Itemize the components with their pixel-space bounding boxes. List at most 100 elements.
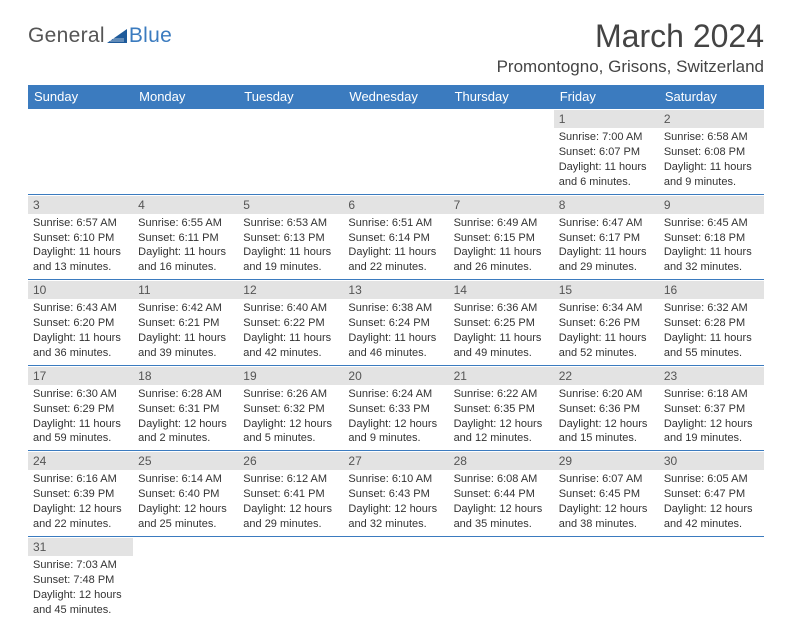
daylight-line: Daylight: 11 hours and 6 minutes. <box>559 160 654 190</box>
daylight-line: Daylight: 11 hours and 22 minutes. <box>348 245 443 275</box>
calendar-cell: 20Sunrise: 6:24 AMSunset: 6:33 PMDayligh… <box>343 365 448 451</box>
day-number: 27 <box>343 452 448 470</box>
calendar-cell: 11Sunrise: 6:42 AMSunset: 6:21 PMDayligh… <box>133 280 238 366</box>
calendar-row: 17 Sunrise: 6:30 AMSunset: 6:29 PM Dayligh… <box>28 365 764 451</box>
day-number: 30 <box>659 452 764 470</box>
sunset-line: Sunset: 6:28 PM <box>664 316 759 331</box>
calendar-row: 3 Sunrise: 6:57 AMSunset: 6:10 PM Daylight… <box>28 194 764 280</box>
sunset-line: Sunset: 6:29 PM <box>33 402 128 417</box>
sunset-line: Sunset: 6:10 PM <box>33 231 128 246</box>
calendar-cell: 22Sunrise: 6:20 AMSunset: 6:36 PMDayligh… <box>554 365 659 451</box>
daylight-line: Daylight: 12 hours and 35 minutes. <box>454 502 549 532</box>
sunrise-line: Sunrise: 6:47 AM <box>559 216 654 231</box>
weekday-header: Thursday <box>449 85 554 109</box>
sunrise-line: Sunrise: 6:16 AM <box>33 472 128 487</box>
day-number: 12 <box>238 281 343 299</box>
calendar-cell: 4Sunrise: 6:55 AMSunset: 6:11 PMDaylight… <box>133 194 238 280</box>
sunset-line: Sunset: 6:13 PM <box>243 231 338 246</box>
sunset-line: Sunset: 6:22 PM <box>243 316 338 331</box>
sunrise-line: Sunrise: 6:26 AM <box>243 387 338 402</box>
calendar-cell <box>28 109 133 194</box>
daylight-line: Daylight: 12 hours and 22 minutes. <box>33 502 128 532</box>
sunset-line: Sunset: 6:25 PM <box>454 316 549 331</box>
day-number: 1 <box>554 110 659 128</box>
day-number: 18 <box>133 367 238 385</box>
day-number: 29 <box>554 452 659 470</box>
day-number: 7 <box>449 196 554 214</box>
calendar-cell: 3Sunrise: 6:57 AMSunset: 6:10 PMDaylight… <box>28 194 133 280</box>
day-number: 25 <box>133 452 238 470</box>
sunset-line: Sunset: 6:41 PM <box>243 487 338 502</box>
sunrise-line: Sunrise: 6:43 AM <box>33 301 128 316</box>
daylight-line: Daylight: 12 hours and 25 minutes. <box>138 502 233 532</box>
sunset-line: Sunset: 7:48 PM <box>33 573 128 588</box>
calendar-cell: 19Sunrise: 6:26 AMSunset: 6:32 PMDayligh… <box>238 365 343 451</box>
weekday-header: Tuesday <box>238 85 343 109</box>
title-block: March 2024 Promontogno, Grisons, Switzer… <box>497 18 764 77</box>
day-number: 31 <box>28 538 133 556</box>
calendar-cell: 8Sunrise: 6:47 AMSunset: 6:17 PMDaylight… <box>554 194 659 280</box>
page-header: General Blue March 2024 Promontogno, Gri… <box>28 18 764 77</box>
day-number <box>133 110 238 128</box>
daylight-line: Daylight: 11 hours and 19 minutes. <box>243 245 338 275</box>
calendar-row: 1Sunrise: 7:00 AMSunset: 6:07 PMDaylight… <box>28 109 764 194</box>
day-number <box>554 538 659 556</box>
daylight-line: Daylight: 12 hours and 19 minutes. <box>664 417 759 447</box>
brand-logo: General Blue <box>28 24 172 48</box>
calendar-cell: 29Sunrise: 6:07 AMSunset: 6:45 PMDayligh… <box>554 451 659 537</box>
sunrise-line: Sunrise: 6:58 AM <box>664 130 759 145</box>
location-subtitle: Promontogno, Grisons, Switzerland <box>497 57 764 77</box>
sunset-line: Sunset: 6:18 PM <box>664 231 759 246</box>
sunrise-line: Sunrise: 6:42 AM <box>138 301 233 316</box>
calendar-cell: 10Sunrise: 6:43 AMSunset: 6:20 PMDayligh… <box>28 280 133 366</box>
daylight-line: Daylight: 12 hours and 9 minutes. <box>348 417 443 447</box>
day-number <box>449 538 554 556</box>
sunrise-line: Sunrise: 6:14 AM <box>138 472 233 487</box>
calendar-cell: 26Sunrise: 6:12 AMSunset: 6:41 PMDayligh… <box>238 451 343 537</box>
calendar-row: 24Sunrise: 6:16 AMSunset: 6:39 PMDayligh… <box>28 451 764 537</box>
calendar-cell: 5Sunrise: 6:53 AMSunset: 6:13 PMDaylight… <box>238 194 343 280</box>
sunset-line: Sunset: 6:45 PM <box>559 487 654 502</box>
day-number: 23 <box>659 367 764 385</box>
calendar-cell <box>238 536 343 621</box>
daylight-line: Daylight: 12 hours and 12 minutes. <box>454 417 549 447</box>
sunrise-line: Sunrise: 6:30 AM <box>33 387 128 402</box>
sunset-line: Sunset: 6:07 PM <box>559 145 654 160</box>
daylight-line: Daylight: 12 hours and 15 minutes. <box>559 417 654 447</box>
sunrise-line: Sunrise: 6:38 AM <box>348 301 443 316</box>
daylight-line: Daylight: 11 hours and 55 minutes. <box>664 331 759 361</box>
daylight-line: Daylight: 12 hours and 32 minutes. <box>348 502 443 532</box>
sunrise-line: Sunrise: 6:10 AM <box>348 472 443 487</box>
sunrise-line: Sunrise: 6:40 AM <box>243 301 338 316</box>
sunrise-line: Sunrise: 6:45 AM <box>664 216 759 231</box>
calendar-cell: 30Sunrise: 6:05 AMSunset: 6:47 PMDayligh… <box>659 451 764 537</box>
day-number <box>449 110 554 128</box>
calendar-cell: 6Sunrise: 6:51 AMSunset: 6:14 PMDaylight… <box>343 194 448 280</box>
daylight-line: Daylight: 11 hours and 52 minutes. <box>559 331 654 361</box>
sunrise-line: Sunrise: 6:07 AM <box>559 472 654 487</box>
day-number: 9 <box>659 196 764 214</box>
brand-name-part2: Blue <box>129 24 172 48</box>
sunset-line: Sunset: 6:08 PM <box>664 145 759 160</box>
calendar-cell: 17Sunrise: 6:30 AMSunset: 6:29 PMDayligh… <box>28 365 133 451</box>
day-number: 20 <box>343 367 448 385</box>
day-number: 16 <box>659 281 764 299</box>
calendar-header-row: Sunday Monday Tuesday Wednesday Thursday… <box>28 85 764 109</box>
sunset-line: Sunset: 6:44 PM <box>454 487 549 502</box>
sunset-line: Sunset: 6:26 PM <box>559 316 654 331</box>
calendar-cell <box>238 109 343 194</box>
sunrise-line: Sunrise: 6:53 AM <box>243 216 338 231</box>
daylight-line: Daylight: 11 hours and 36 minutes. <box>33 331 128 361</box>
sunrise-line: Sunrise: 6:18 AM <box>664 387 759 402</box>
daylight-line: Daylight: 11 hours and 46 minutes. <box>348 331 443 361</box>
sunset-line: Sunset: 6:43 PM <box>348 487 443 502</box>
sunset-line: Sunset: 6:21 PM <box>138 316 233 331</box>
sunrise-line: Sunrise: 6:57 AM <box>33 216 128 231</box>
day-number <box>133 538 238 556</box>
day-number: 14 <box>449 281 554 299</box>
day-number: 17 <box>28 367 133 385</box>
sunset-line: Sunset: 6:37 PM <box>664 402 759 417</box>
calendar-cell <box>343 109 448 194</box>
day-number: 3 <box>28 196 133 214</box>
brand-name-part1: General <box>28 24 105 48</box>
